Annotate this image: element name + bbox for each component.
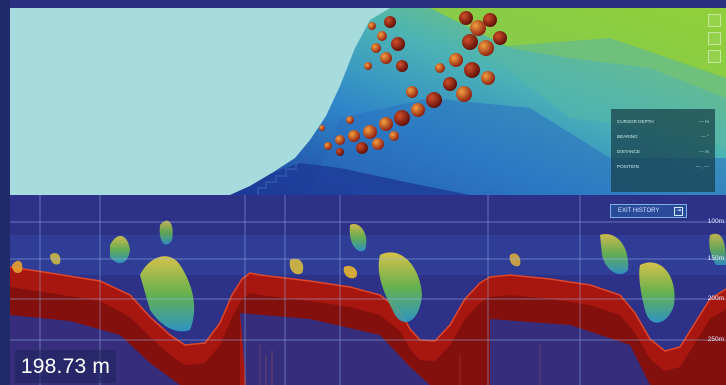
info-label: POSITION: [617, 164, 639, 169]
info-value: — m: [699, 149, 709, 154]
info-value: — , —: [695, 164, 709, 169]
exit-history-button[interactable]: EXIT HISTORY ⇥: [610, 204, 687, 218]
tool-icon-3[interactable]: [708, 50, 721, 63]
echogram-view[interactable]: EXIT HISTORY ⇥ 100m 150m 200m 250m 198.7…: [10, 195, 726, 385]
depth-scale-label: 200m: [707, 295, 724, 302]
fish-school: [319, 11, 507, 156]
info-label: BEARING: [617, 134, 638, 139]
info-value: — m: [699, 119, 709, 124]
depth-scale-label: 150m: [707, 255, 724, 262]
info-label: CURSOR DEPTH: [617, 119, 654, 124]
cursor-info-panel: CURSOR DEPTH — m BEARING — ° DISTANCE — …: [611, 109, 715, 192]
info-row-distance: DISTANCE — m: [617, 144, 709, 159]
info-row-bearing: BEARING — °: [617, 129, 709, 144]
depth-scale-label: 100m: [707, 218, 724, 225]
depth-scale-label: 250m: [707, 336, 724, 343]
info-row-cursor-depth: CURSOR DEPTH — m: [617, 114, 709, 129]
fish-echoes: [12, 220, 726, 332]
exit-history-label: EXIT HISTORY: [618, 208, 660, 214]
left-edge-strip: [0, 0, 10, 385]
tool-icon-1[interactable]: [708, 14, 721, 27]
echogram-plot: [10, 195, 726, 385]
depth-readout: 198.73 m: [15, 350, 116, 383]
info-value: — °: [701, 134, 709, 139]
info-row-position: POSITION — , —: [617, 159, 709, 174]
info-label: DISTANCE: [617, 149, 640, 154]
exit-icon: ⇥: [674, 206, 683, 216]
3d-view[interactable]: CURSOR DEPTH — m BEARING — ° DISTANCE — …: [10, 8, 726, 195]
tool-icon-2[interactable]: [708, 32, 721, 45]
echogram-grid: [10, 195, 726, 385]
